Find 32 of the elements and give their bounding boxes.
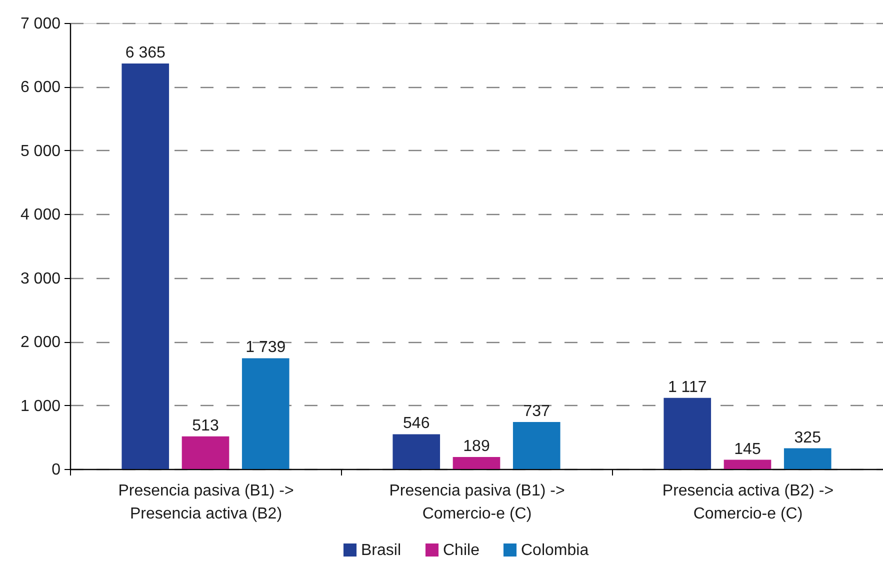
y-tick-label: 4 000: [20, 206, 61, 224]
data-label: 6 365: [125, 44, 166, 62]
data-label: 546: [403, 415, 430, 432]
legend-label: Chile: [443, 542, 480, 559]
data-label: 189: [463, 438, 490, 455]
x-tick-label: Presencia pasiva (B1) -> Comercio-e (C): [389, 482, 565, 522]
data-label: 145: [734, 440, 761, 458]
data-label: 1 117: [668, 378, 707, 396]
data-label: 325: [794, 429, 822, 446]
x-tick-label: Presencia pasiva (B1) -> Presencia activa (B2): [118, 482, 294, 522]
bar: [242, 358, 290, 469]
data-label: 1 739: [246, 339, 286, 356]
y-tick-label: 2 000: [20, 334, 61, 352]
bar: [122, 63, 170, 469]
y-tick-label: 1 000: [20, 398, 61, 415]
data-label: 513: [192, 417, 219, 434]
y-tick-label: 0: [52, 462, 61, 478]
data-label: 737: [523, 403, 550, 420]
y-tick-label: 7 000: [20, 16, 61, 32]
bar: [392, 434, 440, 469]
bar: [784, 448, 832, 469]
y-tick-label: 3 000: [20, 270, 61, 288]
bar: [182, 436, 230, 469]
y-tick-label: 6 000: [20, 79, 61, 96]
bar: [452, 456, 500, 469]
legend-label: Colombia: [521, 542, 589, 559]
bar: [512, 422, 560, 469]
x-tick-label: Presencia activa (B2) -> Comercio-e (C): [662, 482, 834, 522]
bar: [664, 398, 712, 469]
y-tick-label: 5 000: [20, 142, 61, 160]
legend-label: Brasil: [361, 542, 402, 559]
bar: [724, 460, 772, 469]
